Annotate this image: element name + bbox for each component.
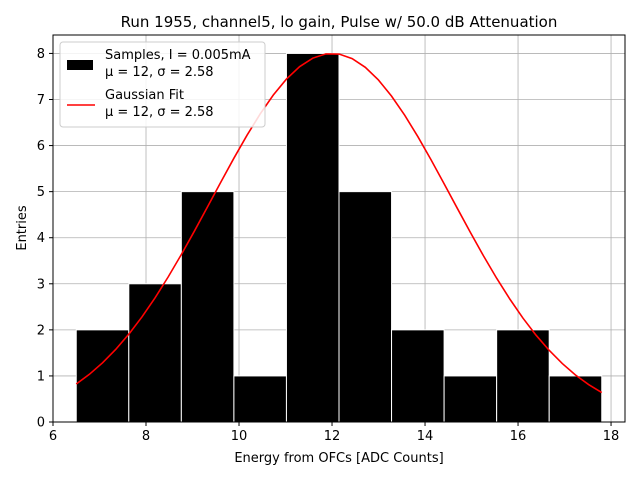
x-tick-label: 12 [324, 429, 341, 444]
y-axis: 0 1 2 3 4 5 6 7 8 [37, 47, 53, 431]
x-tick-label: 8 [142, 429, 150, 444]
y-axis-label: Entries [15, 205, 30, 251]
y-tick-label: 1 [37, 369, 45, 384]
histogram-bar-8 [443, 375, 498, 423]
x-tick-label: 16 [510, 429, 527, 444]
histogram-bar-4 [233, 375, 287, 423]
chart-title: Run 1955, channel5, lo gain, Pulse w/ 50… [121, 13, 558, 31]
y-tick-label: 2 [37, 323, 45, 338]
histogram-bar-3 [180, 191, 235, 423]
x-tick-label: 6 [49, 429, 57, 444]
y-tick-label: 8 [37, 47, 45, 62]
y-tick-label: 4 [37, 231, 45, 246]
y-tick-label: 7 [37, 93, 45, 108]
legend-frame [59, 41, 266, 128]
legend-histogram-label: Samples, I = 0.005mA [105, 48, 251, 63]
x-axis: 6 8 10 12 14 16 18 [49, 422, 619, 444]
legend-histogram-swatch [67, 60, 93, 70]
y-tick-label: 0 [37, 416, 45, 431]
legend-fit-label: Gaussian Fit [105, 88, 184, 103]
histogram-bars [75, 52, 603, 423]
histogram-bar-6 [338, 191, 393, 423]
histogram-bar-5 [285, 52, 340, 423]
legend-fit-stats: μ = 12, σ = 2.58 [105, 105, 214, 120]
legend: Samples, I = 0.005mA μ = 12, σ = 2.58 Ga… [59, 41, 266, 128]
y-tick-label: 5 [37, 185, 45, 200]
histogram-bar-2 [128, 283, 182, 423]
x-axis-label: Energy from OFCs [ADC Counts] [234, 451, 443, 466]
x-tick-label: 18 [603, 429, 620, 444]
x-tick-label: 10 [231, 429, 248, 444]
y-tick-label: 3 [37, 277, 45, 292]
histogram-bar-9 [496, 329, 550, 423]
plot-frame [52, 34, 626, 423]
histogram-bar-10 [548, 375, 603, 423]
gaussian-fit-curve [75, 53, 603, 394]
y-tick-label: 6 [37, 139, 45, 154]
histogram-bar-7 [391, 329, 445, 423]
x-tick-label: 14 [417, 429, 434, 444]
legend-histogram-stats: μ = 12, σ = 2.58 [105, 65, 214, 80]
